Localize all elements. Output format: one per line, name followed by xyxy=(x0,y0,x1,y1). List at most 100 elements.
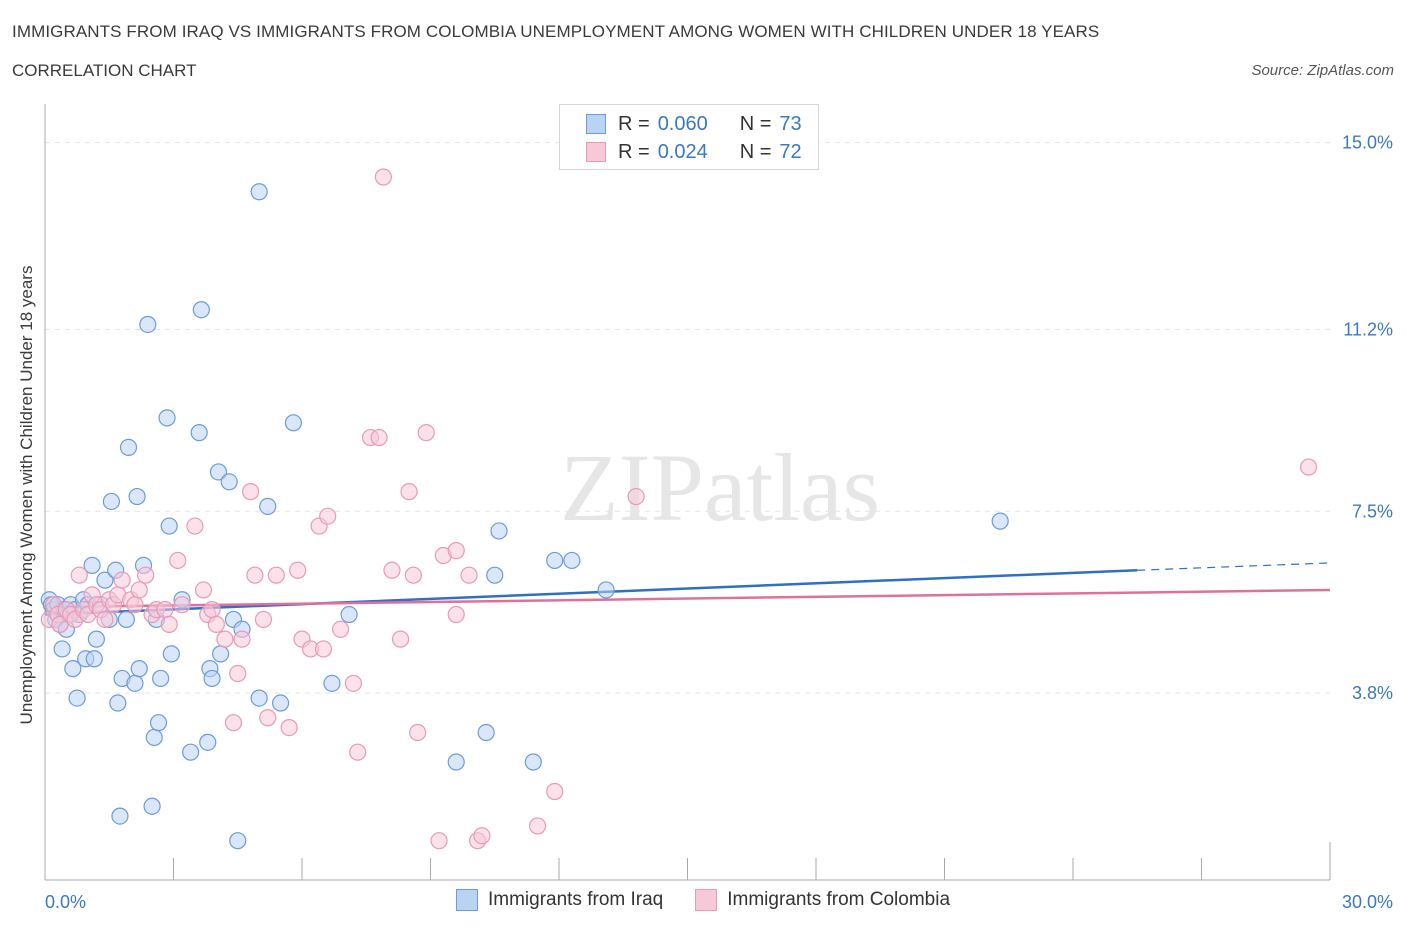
colombia-n-label: N = xyxy=(739,140,772,163)
iraq-point-70 xyxy=(563,551,581,570)
iraq-point-64 xyxy=(447,753,465,771)
iraq-point-45 xyxy=(182,743,200,761)
colombia-point-34 xyxy=(224,714,243,732)
colombia-point-55 xyxy=(383,561,401,579)
colombia-point-38 xyxy=(246,566,264,584)
colombia-point-70 xyxy=(627,487,645,506)
colombia-point-7 xyxy=(70,566,88,584)
source-credit: Source: ZipAtlas.com xyxy=(1251,62,1394,79)
iraq-r-label: R = xyxy=(618,112,650,135)
data-points xyxy=(40,168,1318,850)
iraq-point-47 xyxy=(192,301,210,319)
iraq-point-41 xyxy=(158,409,176,427)
x-tick-label-0: 0.0% xyxy=(45,892,86,912)
iraq-point-11 xyxy=(64,660,82,678)
iraq-point-37 xyxy=(145,728,163,747)
iraq-point-26 xyxy=(109,694,127,712)
colombia-point-47 xyxy=(314,640,333,658)
colombia-point-26 xyxy=(169,551,187,570)
colombia-point-48 xyxy=(319,507,337,525)
colombia-legend-label: Immigrants from Colombia xyxy=(727,889,951,910)
iraq-point-58 xyxy=(250,689,268,707)
colombia-point-33 xyxy=(216,630,234,648)
legend-item-iraq[interactable]: Immigrants from Iraq xyxy=(455,889,664,911)
colombia-point-42 xyxy=(280,718,298,737)
iraq-point-30 xyxy=(119,438,138,456)
colombia-point-69 xyxy=(546,782,564,801)
colombia-point-13 xyxy=(96,610,114,629)
iraq-point-60 xyxy=(271,694,290,712)
iraq-point-66 xyxy=(486,566,504,584)
legend-item-colombia[interactable]: Immigrants from Colombia xyxy=(695,889,950,911)
colombia-point-62 xyxy=(447,542,465,560)
colombia-point-60 xyxy=(417,424,435,442)
colombia-n-value: 72 xyxy=(779,140,802,163)
stats-legend: R = 0.060 N = 73 R = 0.024 N = 72 xyxy=(559,104,819,170)
iraq-point-71 xyxy=(597,581,615,599)
colombia-point-65 xyxy=(460,566,478,584)
iraq-point-19 xyxy=(85,650,103,668)
iraq-legend-label: Immigrants from Iraq xyxy=(487,889,664,910)
iraq-swatch xyxy=(586,114,606,134)
iraq-point-43 xyxy=(162,645,180,663)
iraq-point-22 xyxy=(96,571,114,589)
iraq-point-18 xyxy=(83,556,101,574)
iraq-point-57 xyxy=(250,183,268,201)
iraq-point-50 xyxy=(203,669,221,688)
iraq-point-20 xyxy=(87,630,106,648)
iraq-point-72 xyxy=(991,512,1009,530)
y-tick-label-2: 11.2% xyxy=(1343,319,1393,339)
iraq-point-13 xyxy=(68,689,86,707)
iraq-point-55 xyxy=(229,832,247,850)
iraq-point-24 xyxy=(102,492,120,511)
iraq-point-27 xyxy=(111,807,129,825)
colombia-point-67 xyxy=(473,827,491,845)
x-tick-label-1: 30.0% xyxy=(1342,892,1393,912)
colombia-point-35 xyxy=(229,664,247,683)
colombia-point-64 xyxy=(447,605,465,624)
colombia-r-value: 0.024 xyxy=(657,140,708,163)
colombia-point-43 xyxy=(289,561,307,579)
iraq-point-65 xyxy=(477,723,495,742)
colombia-point-51 xyxy=(349,743,367,761)
colombia-point-68 xyxy=(528,817,547,835)
colombia-point-59 xyxy=(409,723,427,742)
iraq-point-35 xyxy=(139,315,157,334)
colombia-point-31 xyxy=(203,601,221,619)
colombia-point-56 xyxy=(391,630,410,648)
iraq-point-68 xyxy=(524,753,542,771)
colombia-point-71 xyxy=(1299,458,1318,476)
iraq-point-46 xyxy=(190,424,208,442)
y-tick-label-3: 15.0% xyxy=(1342,133,1393,153)
colombia-point-49 xyxy=(331,620,350,638)
iraq-trend-line xyxy=(44,569,1138,616)
colombia-point-41 xyxy=(267,566,285,584)
iraq-point-67 xyxy=(490,522,508,540)
series-legend: Immigrants from Iraq Immigrants from Col… xyxy=(0,889,1406,911)
colombia-point-19 xyxy=(126,596,144,614)
colombia-point-27 xyxy=(173,596,191,614)
iraq-point-69 xyxy=(546,551,564,570)
colombia-point-29 xyxy=(194,581,213,599)
colombia-point-37 xyxy=(242,483,260,501)
iraq-point-63 xyxy=(340,605,358,624)
axes xyxy=(44,104,1331,881)
iraq-point-32 xyxy=(128,487,146,506)
y-axis-label: Unemployment Among Women with Children U… xyxy=(17,265,36,725)
iraq-point-29 xyxy=(117,610,135,629)
iraq-trend-extension xyxy=(1137,562,1331,571)
iraq-point-52 xyxy=(212,645,230,663)
colombia-point-50 xyxy=(344,674,362,692)
iraq-point-42 xyxy=(160,517,178,535)
iraq-point-33 xyxy=(130,660,148,678)
trend-lines xyxy=(44,562,1331,616)
iraq-point-61 xyxy=(284,414,303,432)
colombia-point-21 xyxy=(137,566,155,584)
iraq-point-51 xyxy=(209,463,228,481)
colombia-swatch xyxy=(586,142,606,162)
colombia-point-28 xyxy=(186,517,204,535)
y-tick-label-0: 3.8% xyxy=(1352,683,1393,703)
iraq-point-39 xyxy=(149,714,168,732)
y-tick-label-1: 7.5% xyxy=(1352,501,1393,521)
